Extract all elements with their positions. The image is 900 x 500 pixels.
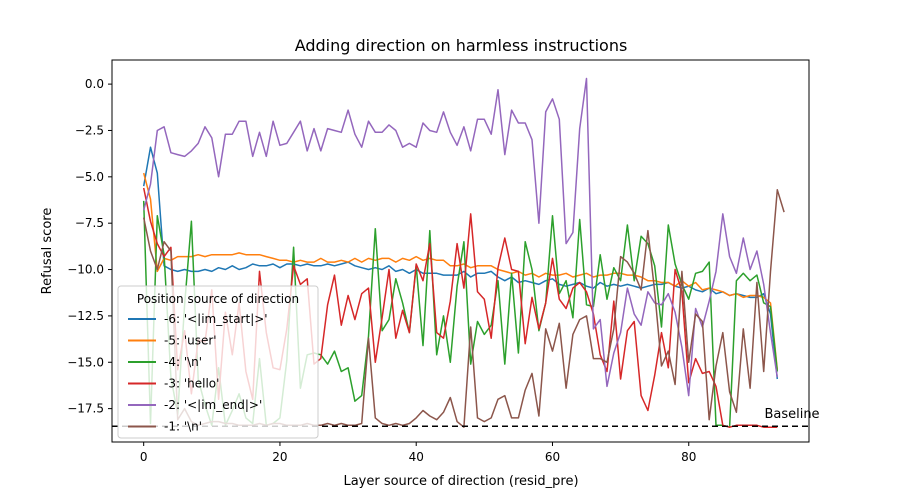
legend-box <box>117 285 319 439</box>
x-tick-label-1: 20 <box>272 450 287 464</box>
x-tick-label-0: 0 <box>140 450 148 464</box>
y-tick-label-7: −17.5 <box>67 402 104 416</box>
legend-label-0: -6: '<|im_start|>' <box>164 312 268 326</box>
y-tick-label-0: 0.0 <box>85 77 104 91</box>
y-tick-label-1: −2.5 <box>75 123 104 137</box>
x-axis: 0 20 40 60 80 <box>140 442 696 464</box>
baseline-label: Baseline <box>764 407 819 422</box>
legend-label-4: -2: '<|im_end|>' <box>164 398 262 412</box>
legend-label-1: -5: 'user' <box>164 334 217 348</box>
y-axis-label: Refusal score <box>40 208 55 295</box>
legend-label-2: -4: '\n' <box>164 355 202 369</box>
y-tick-label-2: −5.0 <box>75 170 104 184</box>
y-tick-label-3: −7.5 <box>75 216 104 230</box>
y-axis: 0.0 −2.5 −5.0 −7.5 −10.0 −12.5 −15.0 −17.5 <box>67 77 112 416</box>
legend-title: Position source of direction <box>137 292 299 306</box>
legend: Position source of direction -6: '<|im_st… <box>117 285 319 439</box>
y-tick-label-6: −15.0 <box>67 355 104 369</box>
y-tick-label-5: −12.5 <box>67 309 104 323</box>
y-tick-label-4: −10.0 <box>67 263 104 277</box>
x-tick-label-4: 80 <box>681 450 696 464</box>
plot-frame <box>111 59 810 443</box>
chart-title: Adding direction on harmless instruction… <box>295 36 628 55</box>
legend-label-3: -3: 'hello' <box>164 377 219 391</box>
x-tick-label-2: 40 <box>409 450 424 464</box>
legend-label-5: -1: '\n' <box>164 420 202 434</box>
x-tick-label-3: 60 <box>545 450 560 464</box>
x-axis-label: Layer source of direction (resid_pre) <box>343 474 578 489</box>
series-line-4 <box>142 77 779 397</box>
